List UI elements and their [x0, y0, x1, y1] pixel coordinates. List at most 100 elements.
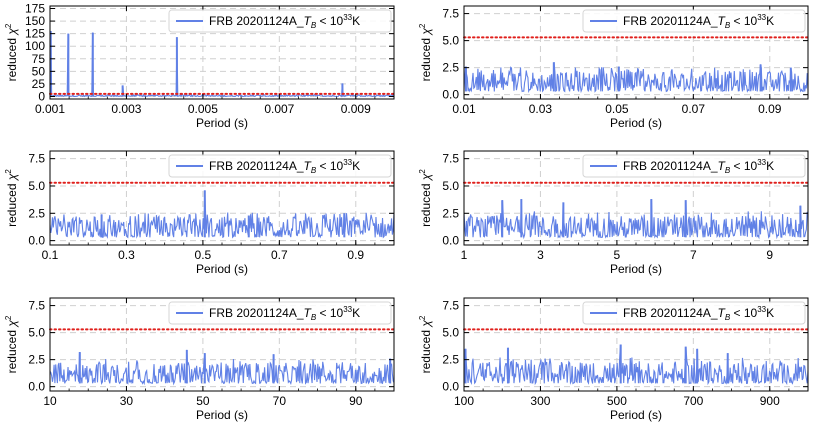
x-tick-label: 0.5: [195, 248, 212, 262]
y-tick-label: 75: [32, 52, 46, 66]
y-label-chi: χ: [419, 320, 433, 328]
series-line: [50, 349, 394, 386]
legend-tb: T: [718, 159, 727, 173]
y-tick-label: 5.0: [442, 326, 459, 340]
x-tick-label: 0.9: [347, 248, 364, 262]
x-tick-label: 500: [607, 394, 627, 408]
legend-box: [582, 154, 806, 178]
x-tick-label: 0.001: [35, 102, 65, 116]
x-tick-label: 0.7: [271, 248, 288, 262]
x-axis-label: Period (s): [196, 408, 248, 422]
legend-prefix: FRB 20201124A_: [209, 159, 304, 173]
legend-exp: 33: [343, 305, 352, 314]
x-tick-label: 0.007: [264, 102, 294, 116]
x-tick-label: 9: [766, 248, 773, 262]
series-line: [50, 190, 394, 239]
legend-suffix: K: [766, 159, 774, 173]
y-label-exp: 2: [4, 169, 13, 174]
legend-suffix: K: [352, 306, 360, 320]
x-tick-label: 0.05: [605, 102, 629, 116]
x-tick-label: 0.1: [42, 248, 59, 262]
y-tick-label: 175: [25, 2, 45, 16]
series-line: [50, 31, 394, 98]
legend-prefix: FRB 20201124A_: [209, 14, 304, 28]
x-tick-label: 1: [461, 248, 468, 262]
y-tick-label: 0.0: [28, 234, 45, 248]
legend: FRB 20201124A_TB < 1033K: [168, 9, 392, 33]
y-tick-label: 0.0: [442, 380, 459, 394]
legend: FRB 20201124A_TB < 1033K: [582, 9, 806, 33]
x-tick-label: 300: [530, 394, 550, 408]
legend-suffix: K: [352, 14, 360, 28]
y-tick-label: 0.0: [442, 88, 459, 102]
legend: FRB 20201124A_TB < 1033K: [582, 154, 806, 178]
subplot-4: 1 3 5 7 9 0.0 2.5 5.0 7.5 Period (s) reduced χ2 FRB…: [418, 150, 809, 276]
legend-tb: T: [718, 14, 727, 28]
legend-exp: 33: [343, 158, 352, 167]
x-tick-label: 0.01: [452, 102, 476, 116]
x-tick-label: 3: [537, 248, 544, 262]
legend: FRB 20201124A_TB < 1033K: [582, 301, 806, 325]
y-axis-label: reduced χ2: [418, 169, 433, 227]
legend-suffix: K: [766, 306, 774, 320]
x-tick-label: 100: [454, 394, 474, 408]
legend-label: FRB 20201124A_TB < 1033K: [623, 13, 774, 30]
subplot-6: 100 300 500 700 900 0.0 2.5 5.0 7.5 Period (s) red…: [418, 297, 809, 422]
y-label-chi: χ: [419, 28, 433, 36]
legend-tb: T: [304, 14, 313, 28]
legend-mid: < 10: [730, 306, 757, 320]
y-tick-label: 100: [25, 39, 45, 53]
legend: FRB 20201124A_TB < 1033K: [168, 154, 392, 178]
legend-box: [168, 301, 392, 325]
y-tick-label: 7.5: [442, 7, 459, 21]
x-tick-label: 0.07: [682, 102, 706, 116]
x-tick-label: 70: [273, 394, 287, 408]
legend-box: [168, 154, 392, 178]
y-label-base: reduced: [5, 35, 19, 82]
x-tick-label: 0.005: [188, 102, 218, 116]
y-label-chi: χ: [5, 320, 19, 328]
x-tick-label: 50: [196, 394, 210, 408]
y-tick-label: 5.0: [28, 179, 45, 193]
legend-mid: < 10: [730, 159, 757, 173]
x-axis-label: Period (s): [196, 116, 248, 130]
legend-label: FRB 20201124A_TB < 1033K: [209, 158, 360, 175]
y-axis-label: reduced χ2: [4, 315, 19, 373]
y-label-base: reduced: [5, 327, 19, 374]
legend-tb: T: [718, 306, 727, 320]
legend-tb-sub: B: [725, 313, 731, 322]
legend-exp: 33: [757, 158, 766, 167]
legend-label: FRB 20201124A_TB < 1033K: [209, 305, 360, 322]
legend-tb: T: [304, 159, 313, 173]
legend-suffix: K: [352, 159, 360, 173]
subplot-5: 10 30 50 70 90 0.0 2.5 5.0 7.5 Period (s) reduced …: [4, 297, 395, 422]
y-tick-label: 7.5: [442, 152, 459, 166]
x-tick-label: 10: [43, 394, 57, 408]
y-tick-label: 7.5: [442, 299, 459, 313]
y-tick-label: 7.5: [28, 299, 45, 313]
legend-tb-sub: B: [311, 313, 317, 322]
y-tick-label: 2.5: [442, 353, 459, 367]
y-axis-label: reduced χ2: [4, 23, 19, 81]
y-label-chi: χ: [5, 173, 19, 181]
legend-mid: < 10: [316, 159, 343, 173]
legend: FRB 20201124A_TB < 1033K: [168, 301, 392, 325]
x-tick-label: 7: [690, 248, 697, 262]
legend-box: [582, 301, 806, 325]
y-tick-label: 0: [38, 89, 45, 103]
y-tick-label: 50: [32, 64, 46, 78]
y-tick-label: 2.5: [442, 61, 459, 75]
legend-tb-sub: B: [725, 166, 731, 175]
legend-box: [168, 9, 392, 33]
x-tick-label: 700: [683, 394, 703, 408]
y-tick-label: 125: [25, 27, 45, 41]
y-tick-label: 150: [25, 14, 45, 28]
y-label-base: reduced: [419, 35, 433, 82]
y-tick-label: 0.0: [28, 380, 45, 394]
y-label-base: reduced: [5, 180, 19, 227]
legend-tb: T: [304, 306, 313, 320]
y-label-chi: χ: [5, 28, 19, 36]
y-label-exp: 2: [418, 315, 427, 320]
y-axis-label: reduced χ2: [4, 169, 19, 227]
subplot-3: 0.1 0.3 0.5 0.7 0.9 0.0 2.5 5.0 7.5 Period (s) red…: [4, 150, 395, 276]
